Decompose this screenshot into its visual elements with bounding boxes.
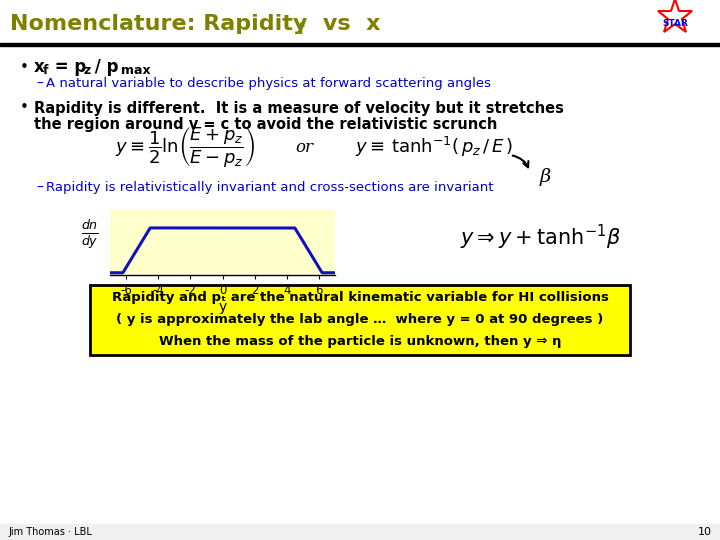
FancyBboxPatch shape [90, 285, 630, 355]
Text: When the mass of the particle is unknown, then y ⇒ η: When the mass of the particle is unknown… [159, 335, 561, 348]
Text: Rapidity is relativistically invariant and cross-sections are invariant: Rapidity is relativistically invariant a… [46, 181, 493, 194]
Text: $y \equiv \,\tanh^{-1}\!\left(\,p_z\,/\,E\,\right)$: $y \equiv \,\tanh^{-1}\!\left(\,p_z\,/\,… [355, 135, 513, 159]
Text: or: or [295, 138, 313, 156]
Text: = p: = p [49, 58, 86, 76]
Text: Jim Thomas · LBL: Jim Thomas · LBL [8, 527, 92, 537]
Text: –: – [36, 77, 43, 91]
Text: max: max [121, 64, 150, 78]
Text: ( y is approximately the lab angle …  where y = 0 at 90 degrees ): ( y is approximately the lab angle … whe… [117, 314, 603, 327]
Text: $\frac{dn}{dy}$: $\frac{dn}{dy}$ [81, 218, 99, 251]
Text: β: β [540, 168, 552, 186]
Text: / p: / p [89, 58, 119, 76]
Text: STAR: STAR [662, 18, 688, 28]
Text: •: • [20, 100, 29, 116]
Text: •: • [20, 59, 29, 75]
X-axis label: y: y [218, 300, 227, 314]
Text: f: f [298, 22, 305, 37]
Text: f: f [43, 64, 48, 78]
Bar [110, 210, 335, 275]
Text: $y \equiv \dfrac{1}{2}\ln\!\left(\dfrac{E+p_z}{E-p_z}\right)$: $y \equiv \dfrac{1}{2}\ln\!\left(\dfrac{… [115, 125, 255, 170]
Text: Rapidity and pₜ are the natural kinematic variable for HI collisions: Rapidity and pₜ are the natural kinemati… [112, 292, 608, 305]
Text: A natural variable to describe physics at forward scattering angles: A natural variable to describe physics a… [46, 78, 491, 91]
Bar [0, 0, 720, 43]
Text: x: x [34, 58, 45, 76]
Bar [0, 524, 720, 540]
Text: Rapidity is different.  It is a measure of velocity but it stretches: Rapidity is different. It is a measure o… [34, 100, 564, 116]
Text: z: z [83, 64, 90, 78]
Bar [0, 43, 720, 46]
Text: 10: 10 [698, 527, 712, 537]
Text: $y \Rightarrow y + \tanh^{-1}\!\beta$: $y \Rightarrow y + \tanh^{-1}\!\beta$ [460, 223, 621, 252]
Text: –: – [36, 181, 43, 195]
Bar [90, 117, 265, 172]
Text: the region around v = c to avoid the relativistic scrunch: the region around v = c to avoid the rel… [34, 117, 498, 132]
Text: Nomenclature: Rapidity  vs  x: Nomenclature: Rapidity vs x [10, 14, 380, 34]
